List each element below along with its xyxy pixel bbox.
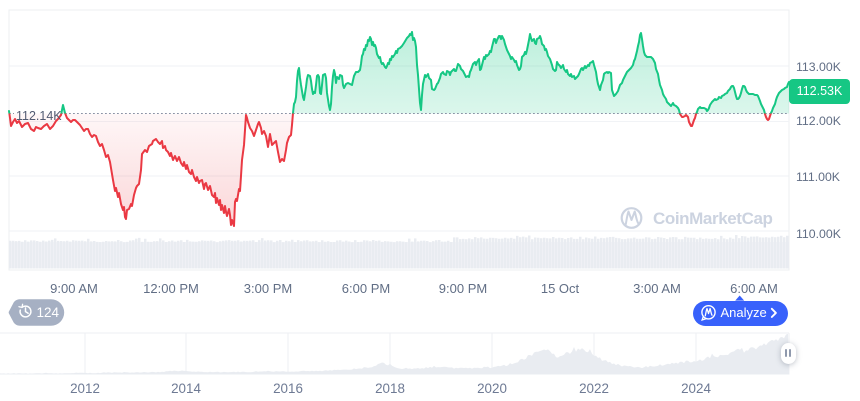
svg-text:124: 124 (37, 305, 60, 320)
svg-text:Analyze: Analyze (721, 305, 767, 320)
svg-text:CoinMarketCap: CoinMarketCap (653, 209, 773, 228)
